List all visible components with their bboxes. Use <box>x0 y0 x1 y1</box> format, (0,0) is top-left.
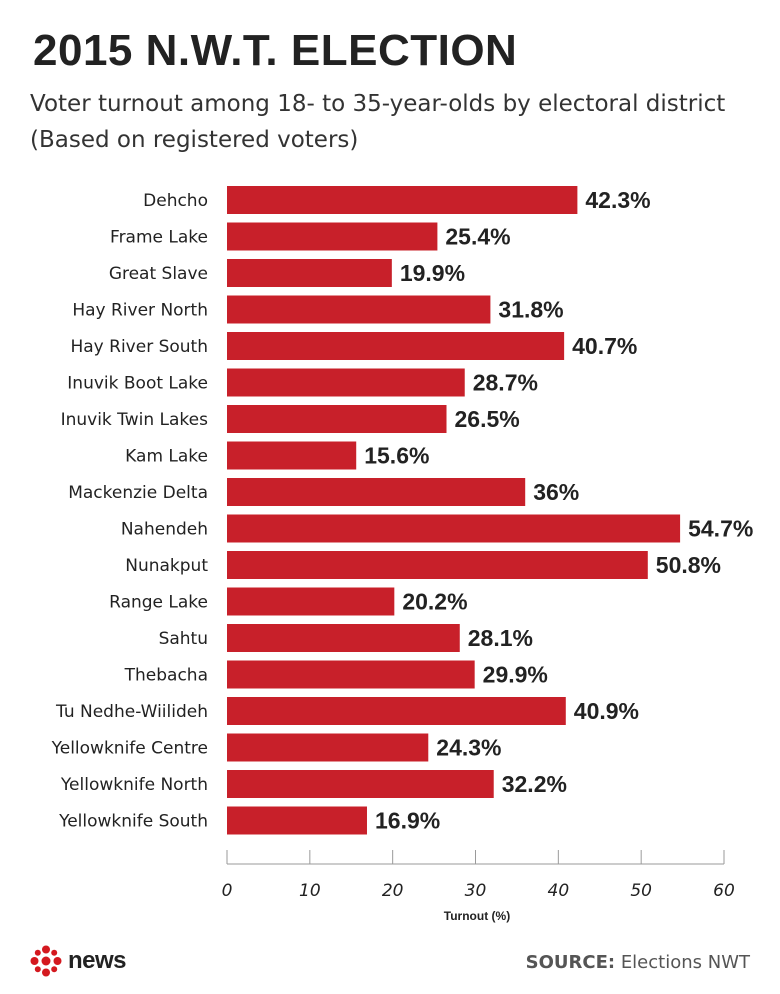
bar <box>227 551 648 579</box>
category-label: Hay River North <box>72 301 208 321</box>
value-label: 32.2% <box>502 771 567 797</box>
value-label: 42.3% <box>585 187 650 213</box>
value-label: 40.7% <box>572 333 637 359</box>
value-label: 15.6% <box>364 443 429 469</box>
bar <box>227 478 526 506</box>
value-label: 31.8% <box>498 297 563 323</box>
value-label: 20.2% <box>402 589 467 615</box>
category-label: Inuvik Boot Lake <box>67 374 208 394</box>
x-tick-label: 30 <box>465 881 487 901</box>
x-tick-label: 50 <box>630 881 652 901</box>
category-label: Hay River South <box>70 337 208 357</box>
category-label: Kam Lake <box>125 447 208 467</box>
x-axis-title: Turnout (%) <box>444 909 510 923</box>
bar-chart: Dehcho 42.3% Frame Lake 25.4% Great Slave 19.… <box>51 186 753 923</box>
category-label: Dehcho <box>143 191 208 211</box>
value-label: 26.5% <box>455 406 520 432</box>
bar <box>227 405 447 433</box>
source-credit: SOURCE: Elections NWT <box>526 952 750 973</box>
bar <box>227 624 460 652</box>
bar <box>227 186 578 214</box>
chart-subtitle: Voter turnout among 18- to 35-year-olds … <box>30 91 726 153</box>
value-label: 54.7% <box>688 516 753 542</box>
category-label: Range Lake <box>109 593 208 613</box>
x-tick-label: 60 <box>713 881 735 901</box>
category-label: Yellowknife North <box>60 775 208 795</box>
bar <box>227 222 438 251</box>
value-label: 25.4% <box>445 224 510 250</box>
bar <box>227 770 494 798</box>
bar <box>227 733 429 762</box>
x-tick-label: 0 <box>222 881 233 901</box>
cbc-news-logo: news <box>30 945 127 977</box>
value-label: 19.9% <box>400 260 465 286</box>
x-tick-label: 10 <box>299 881 321 901</box>
category-label: Yellowknife South <box>58 812 208 832</box>
bar <box>227 259 392 287</box>
value-label: 36% <box>533 479 579 505</box>
bar <box>227 806 367 835</box>
bar <box>227 368 465 397</box>
bar <box>227 660 475 689</box>
category-label: Great Slave <box>109 264 208 284</box>
category-label: Inuvik Twin Lakes <box>61 410 209 430</box>
bars-layer: Dehcho 42.3% Frame Lake 25.4% Great Slave 19.… <box>51 186 753 835</box>
bar <box>227 332 565 360</box>
logo-wordmark: news <box>68 947 127 974</box>
value-label: 50.8% <box>656 552 721 578</box>
chart-title: 2015 N.W.T. ELECTION <box>33 26 518 75</box>
x-tick-label: 20 <box>382 881 404 901</box>
x-tick-label: 40 <box>548 881 570 901</box>
value-label: 16.9% <box>375 808 440 834</box>
cbc-gem-icon <box>30 945 62 977</box>
x-axis: 0 10 20 30 40 50 60 Turnout (%) <box>222 850 735 923</box>
value-label: 29.9% <box>483 662 548 688</box>
category-label: Tu Nedhe-Wiilideh <box>55 702 208 722</box>
category-label: Nunakput <box>125 556 208 576</box>
value-label: 28.7% <box>473 370 538 396</box>
bar <box>227 587 395 616</box>
category-label: Mackenzie Delta <box>68 483 208 503</box>
category-label: Frame Lake <box>110 228 208 248</box>
source-label: SOURCE: <box>525 952 616 973</box>
value-label: 24.3% <box>436 735 501 761</box>
bar <box>227 441 357 470</box>
category-label: Thebacha <box>124 666 208 686</box>
category-label: Nahendeh <box>121 520 208 540</box>
value-label: 28.1% <box>468 625 533 651</box>
value-label: 40.9% <box>574 698 639 724</box>
category-label: Sahtu <box>159 629 208 649</box>
bar <box>227 514 681 543</box>
source-text: Elections NWT <box>620 952 750 973</box>
bar <box>227 697 566 725</box>
category-label: Yellowknife Centre <box>51 739 208 759</box>
bar <box>227 295 491 324</box>
